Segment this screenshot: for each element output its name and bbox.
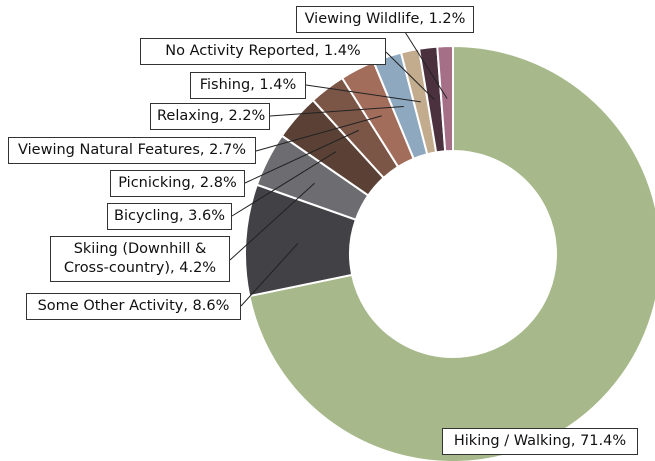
donut-slice xyxy=(248,44,655,461)
leader-line xyxy=(231,151,337,217)
leader-line xyxy=(404,31,448,99)
data-label: Some Other Activity, 8.6% xyxy=(26,293,241,320)
leader-line xyxy=(229,182,315,261)
leader-line xyxy=(255,115,382,152)
leader-line xyxy=(385,51,435,100)
data-label: No Activity Reported, 1.4% xyxy=(140,38,386,65)
leader-line xyxy=(244,129,360,184)
leader-line xyxy=(305,84,421,103)
data-label: Picnicking, 2.8% xyxy=(110,170,245,197)
leader-line xyxy=(240,243,299,307)
data-label: Viewing Wildlife, 1.2% xyxy=(296,6,474,33)
leader-line xyxy=(269,105,404,117)
data-label: Hiking / Walking, 71.4% xyxy=(442,428,638,455)
data-label: Bicycling, 3.6% xyxy=(107,203,232,230)
data-label: Skiing (Downhill & Cross-country), 4.2% xyxy=(50,236,230,282)
donut-slice xyxy=(436,44,454,153)
data-label: Viewing Natural Features, 2.7% xyxy=(8,137,256,164)
data-label: Relaxing, 2.2% xyxy=(150,103,270,130)
data-label: Fishing, 1.4% xyxy=(190,72,306,99)
